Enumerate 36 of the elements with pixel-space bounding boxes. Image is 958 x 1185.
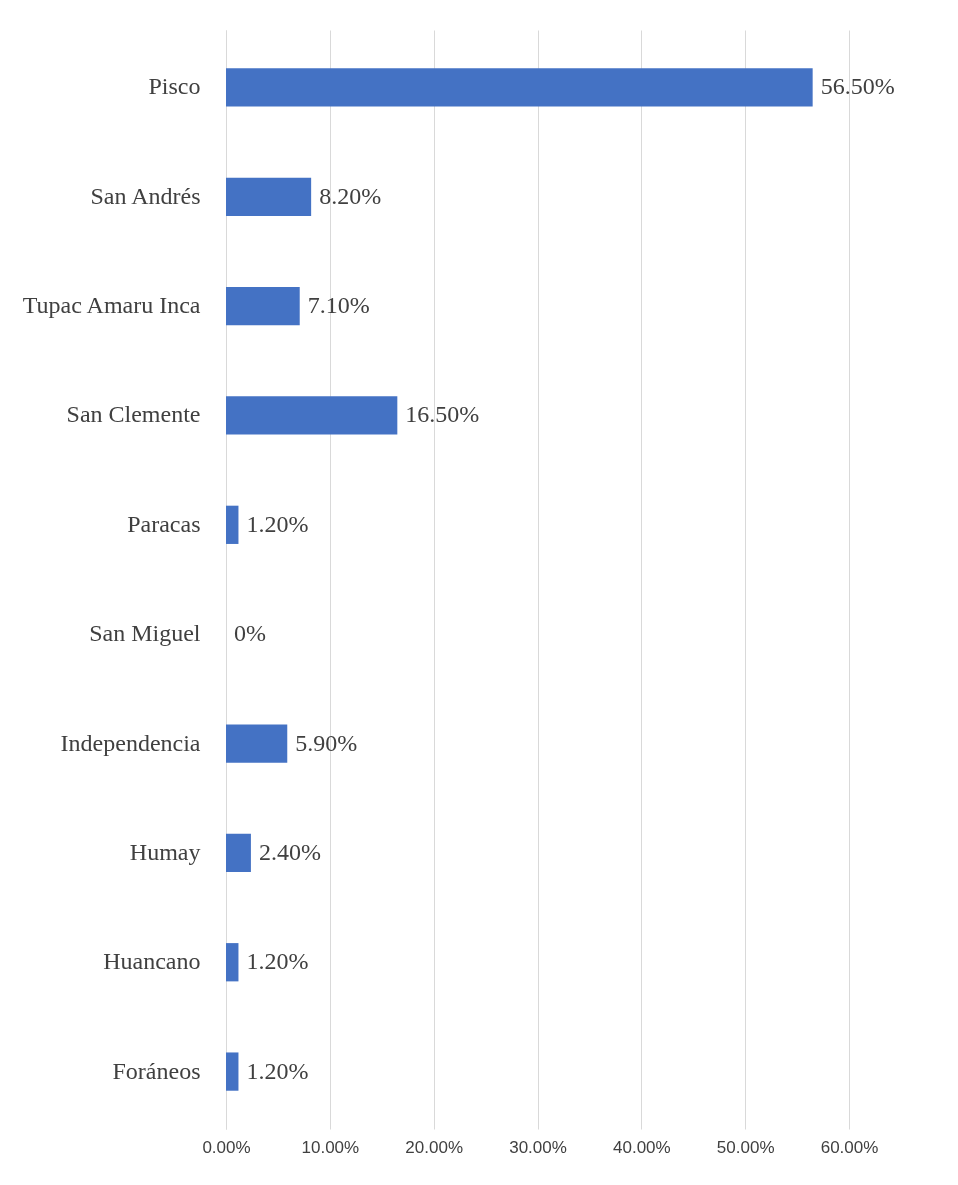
data-label: 2.40%: [258, 838, 321, 865]
bar: [226, 833, 251, 873]
data-label: 7.10%: [307, 292, 370, 319]
y-tick-label: Foráneos: [112, 1057, 201, 1084]
y-tick-label: Pisco: [148, 73, 201, 100]
bar: [226, 1052, 239, 1091]
x-tick-label: 0.00%: [202, 1137, 251, 1157]
x-tick-label: 10.00%: [301, 1137, 360, 1157]
y-tick-label: San Andrés: [90, 182, 201, 209]
bar: [226, 396, 398, 435]
bar: [226, 943, 239, 982]
data-label: 16.50%: [405, 401, 480, 428]
data-label: 1.20%: [246, 948, 309, 975]
y-tick-label: Independencia: [60, 729, 201, 756]
x-tick-label: 40.00%: [613, 1137, 671, 1157]
data-label: 1.20%: [246, 1057, 309, 1084]
data-label: 8.20%: [319, 182, 382, 209]
bar: [226, 68, 813, 107]
bar: [226, 724, 288, 763]
data-label: 0%: [234, 620, 266, 647]
bar: [226, 286, 300, 326]
y-tick-label: Huancano: [103, 948, 201, 975]
x-tick-label: 50.00%: [716, 1137, 775, 1157]
data-label: 1.20%: [246, 510, 309, 537]
y-tick-label: Paracas: [127, 510, 201, 537]
bar: [226, 177, 312, 216]
y-tick-label: San Clemente: [66, 401, 201, 428]
x-tick-label: 20.00%: [405, 1137, 463, 1157]
y-tick-label: Humay: [129, 838, 201, 865]
x-tick-label: 30.00%: [509, 1137, 567, 1157]
y-tick-label: San Miguel: [89, 620, 201, 647]
x-tick-label: 60.00%: [820, 1137, 879, 1157]
data-label: 5.90%: [295, 729, 358, 756]
y-tick-label: Tupac Amaru Inca: [22, 292, 201, 319]
data-label: 56.50%: [820, 73, 895, 100]
bar: [226, 505, 239, 544]
